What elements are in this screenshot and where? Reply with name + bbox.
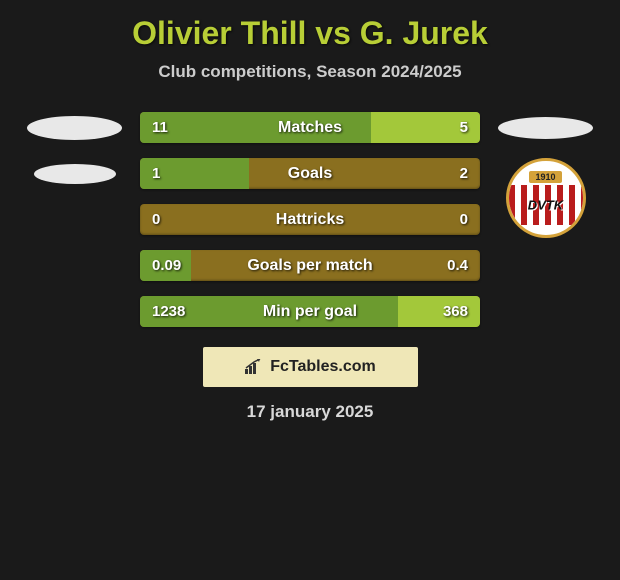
stat-value-right: 0.4 [447, 257, 468, 274]
title-player1: Olivier Thill [132, 15, 306, 51]
stat-bar: 0 Hattricks 0 [140, 204, 480, 235]
title-vs: vs [315, 15, 351, 51]
stat-row: 1 Goals 2 1910DVTK [0, 158, 620, 189]
stat-value-left: 1238 [152, 303, 185, 320]
date-text: 17 january 2025 [0, 402, 620, 422]
dvtk-stripes: DVTK [509, 185, 583, 225]
title-player2: G. Jurek [360, 15, 488, 51]
stat-bar: 11 Matches 5 [140, 112, 480, 143]
chart-icon [244, 359, 264, 375]
stat-row: 11 Matches 5 [0, 112, 620, 143]
stat-row: 0.09 Goals per match 0.4 [0, 250, 620, 281]
stat-label: Goals per match [247, 257, 372, 275]
club-badge-left-2 [34, 164, 116, 184]
club-badge-left-1 [27, 116, 122, 140]
stats-block: 11Matches51Goals21910DVTK0Hattricks00.09… [0, 112, 620, 327]
stat-label: Min per goal [263, 303, 357, 321]
stat-value-left: 0.09 [152, 257, 181, 274]
brand-text: FcTables.com [270, 358, 376, 376]
stat-value-right: 2 [460, 165, 468, 182]
stat-value-right: 0 [460, 211, 468, 228]
stat-label: Goals [288, 165, 332, 183]
stat-value-left: 1 [152, 165, 160, 182]
brand-box[interactable]: FcTables.com [203, 347, 418, 387]
right-badge-cell: 1910DVTK [498, 158, 593, 189]
left-badge-cell [27, 164, 122, 184]
subtitle: Club competitions, Season 2024/2025 [0, 62, 620, 82]
page-title: Olivier Thill vs G. Jurek [0, 15, 620, 52]
right-badge-cell [498, 117, 593, 139]
stat-value-left: 11 [152, 119, 168, 136]
stat-bar: 0.09 Goals per match 0.4 [140, 250, 480, 281]
stat-row: 1238 Min per goal 368 [0, 296, 620, 327]
club-badge-right-ellipse [498, 117, 593, 139]
stat-value-left: 0 [152, 211, 160, 228]
dvtk-text: DVTK [528, 198, 563, 213]
stat-value-right: 5 [460, 119, 468, 136]
stat-bar: 1 Goals 2 [140, 158, 480, 189]
stat-label: Hattricks [276, 211, 344, 229]
comparison-card: Olivier Thill vs G. Jurek Club competiti… [0, 0, 620, 432]
club-badge-dvtk: 1910 DVTK [506, 158, 586, 238]
stat-bar: 1238 Min per goal 368 [140, 296, 480, 327]
dvtk-year: 1910 [529, 171, 561, 183]
left-badge-cell [27, 116, 122, 140]
stat-value-right: 368 [443, 303, 468, 320]
stat-label: Matches [278, 119, 342, 137]
